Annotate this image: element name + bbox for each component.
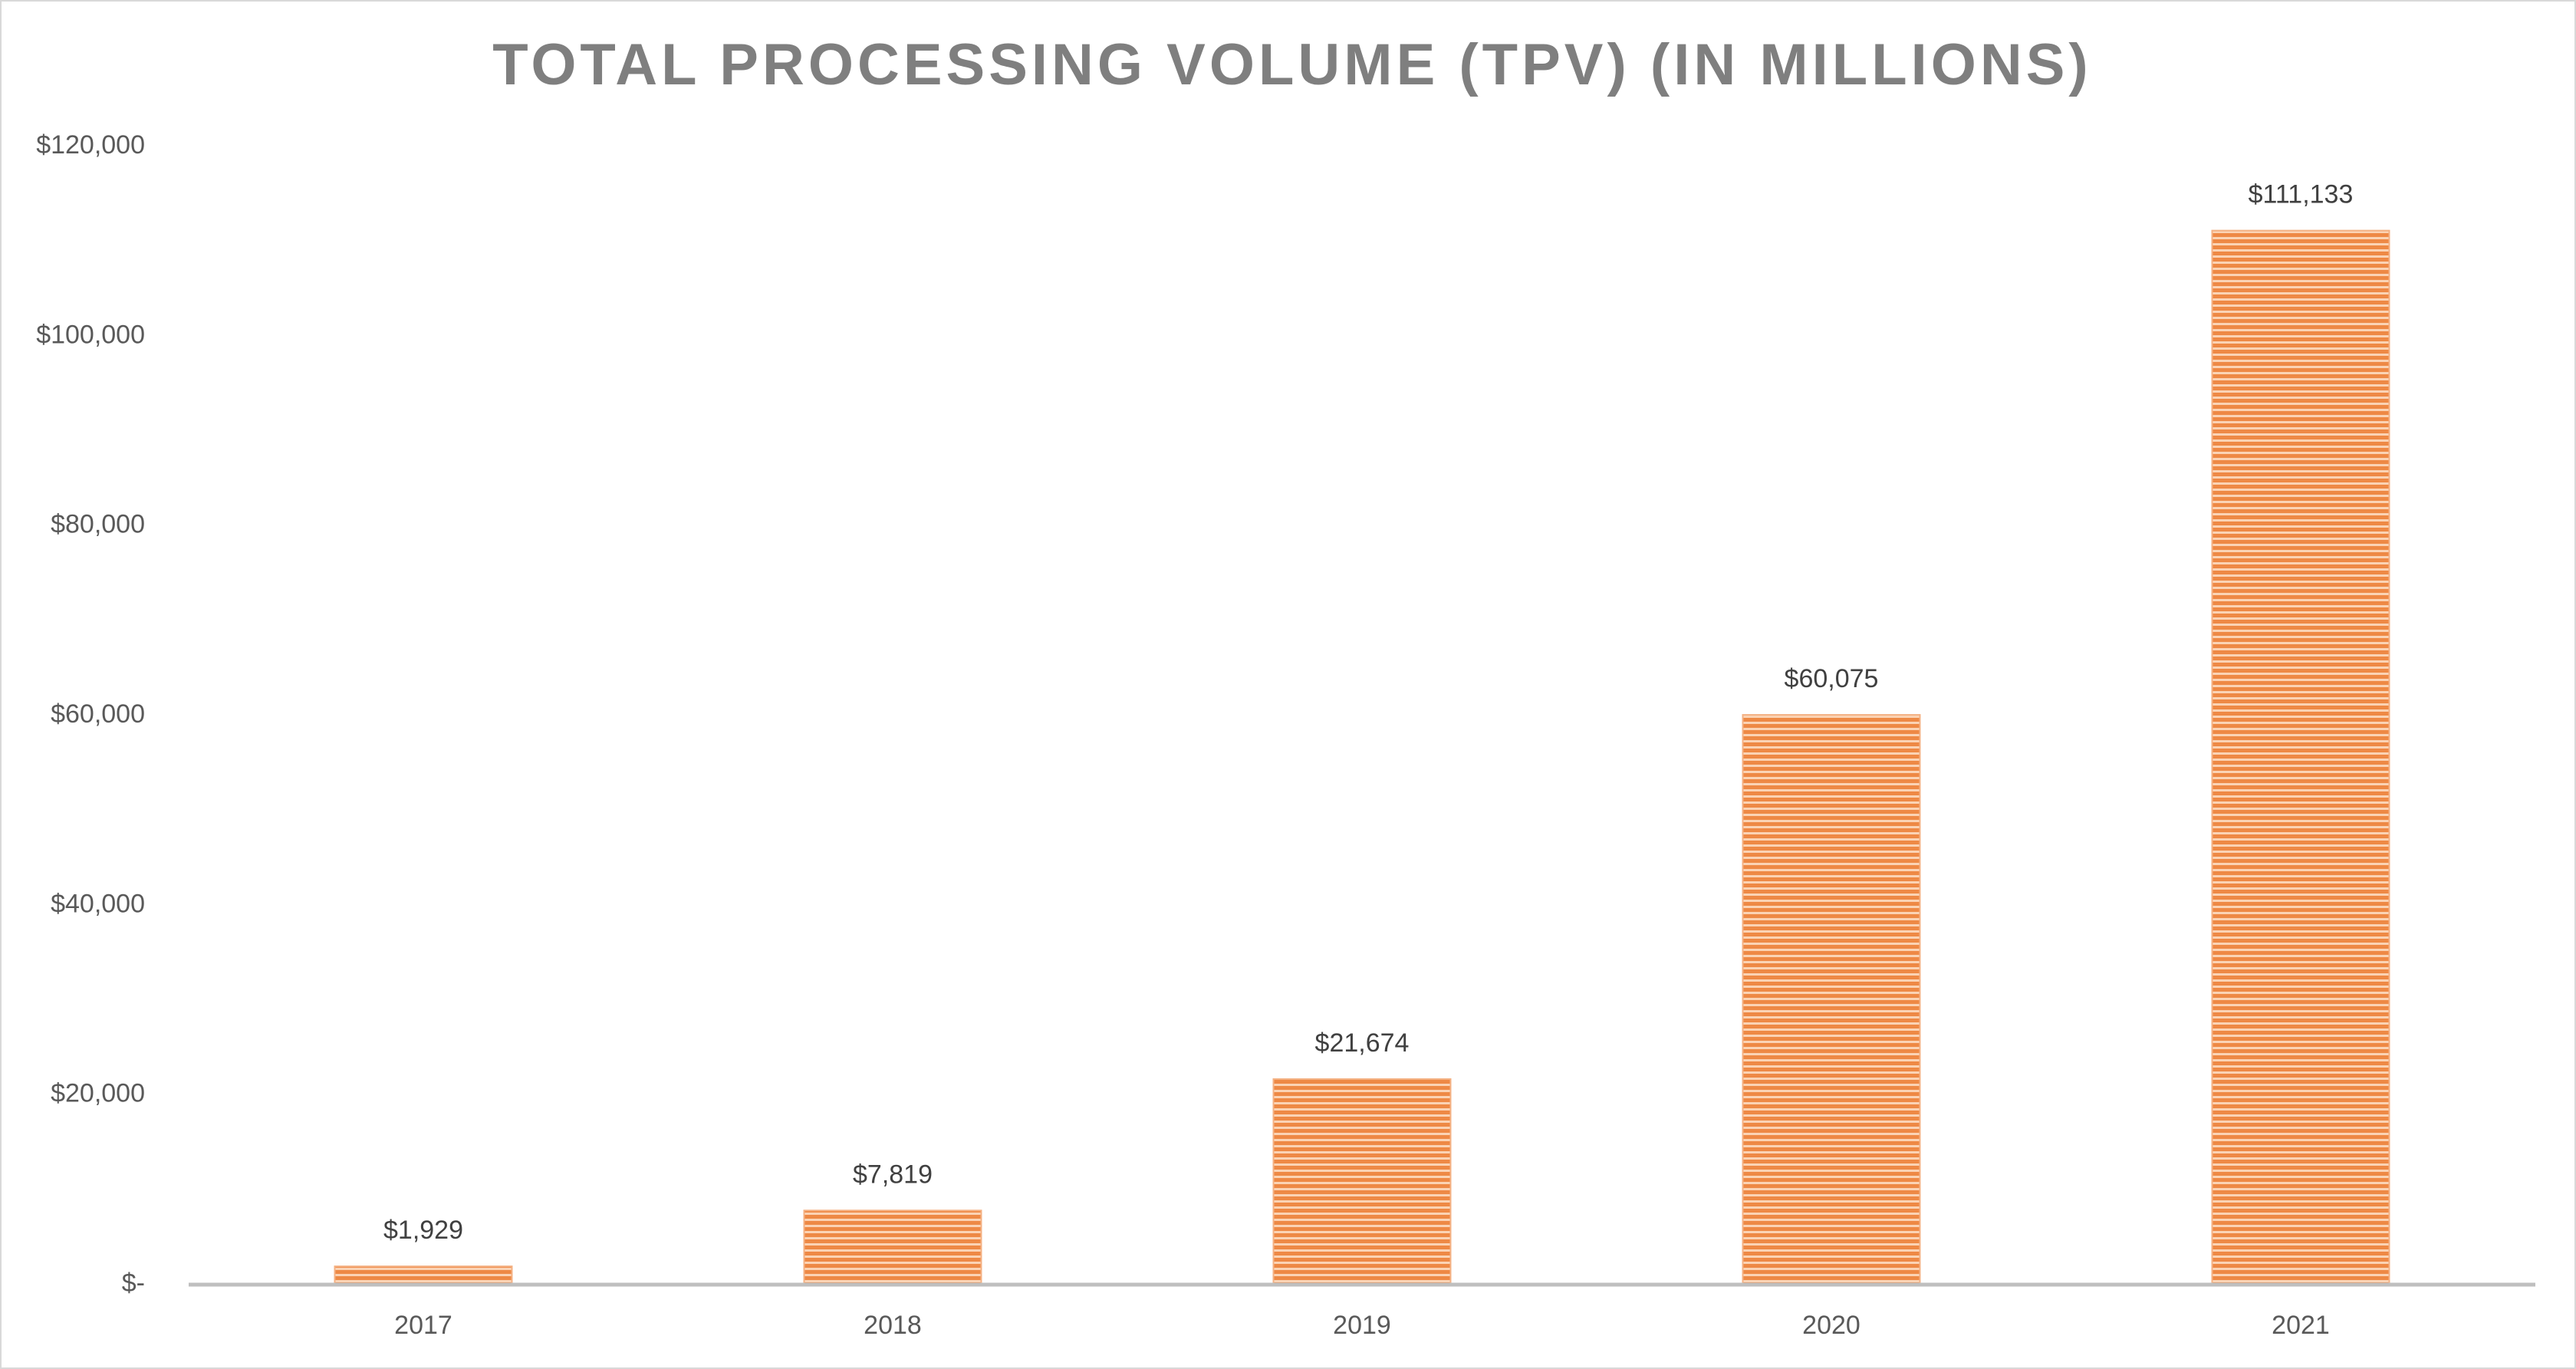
y-tick-label: $- <box>122 1269 145 1298</box>
y-tick-label: $40,000 <box>51 889 145 918</box>
x-tick-label: 2021 <box>2272 1311 2330 1340</box>
x-tick-label: 2020 <box>1802 1311 1860 1340</box>
x-tick-label: 2018 <box>864 1311 922 1340</box>
bar <box>1742 714 1921 1285</box>
value-label: $7,819 <box>853 1160 933 1189</box>
bar <box>334 1265 513 1285</box>
y-tick-label: $80,000 <box>51 510 145 539</box>
y-tick-label: $60,000 <box>51 699 145 729</box>
bar <box>1272 1078 1452 1285</box>
x-tick-label: 2017 <box>394 1311 452 1340</box>
bar <box>2211 229 2390 1285</box>
y-tick-label: $100,000 <box>36 320 145 349</box>
bar <box>803 1209 982 1286</box>
value-label: $60,075 <box>1785 664 1879 693</box>
y-tick-label: $120,000 <box>36 130 145 160</box>
value-label: $111,133 <box>2249 180 2354 209</box>
y-tick-label: $20,000 <box>51 1079 145 1108</box>
x-tick-label: 2019 <box>1333 1311 1391 1340</box>
value-label: $1,929 <box>383 1216 463 1245</box>
value-label: $21,674 <box>1315 1028 1410 1058</box>
chart-title: TOTAL PROCESSING VOLUME (TPV) (IN MILLIO… <box>492 32 2091 97</box>
